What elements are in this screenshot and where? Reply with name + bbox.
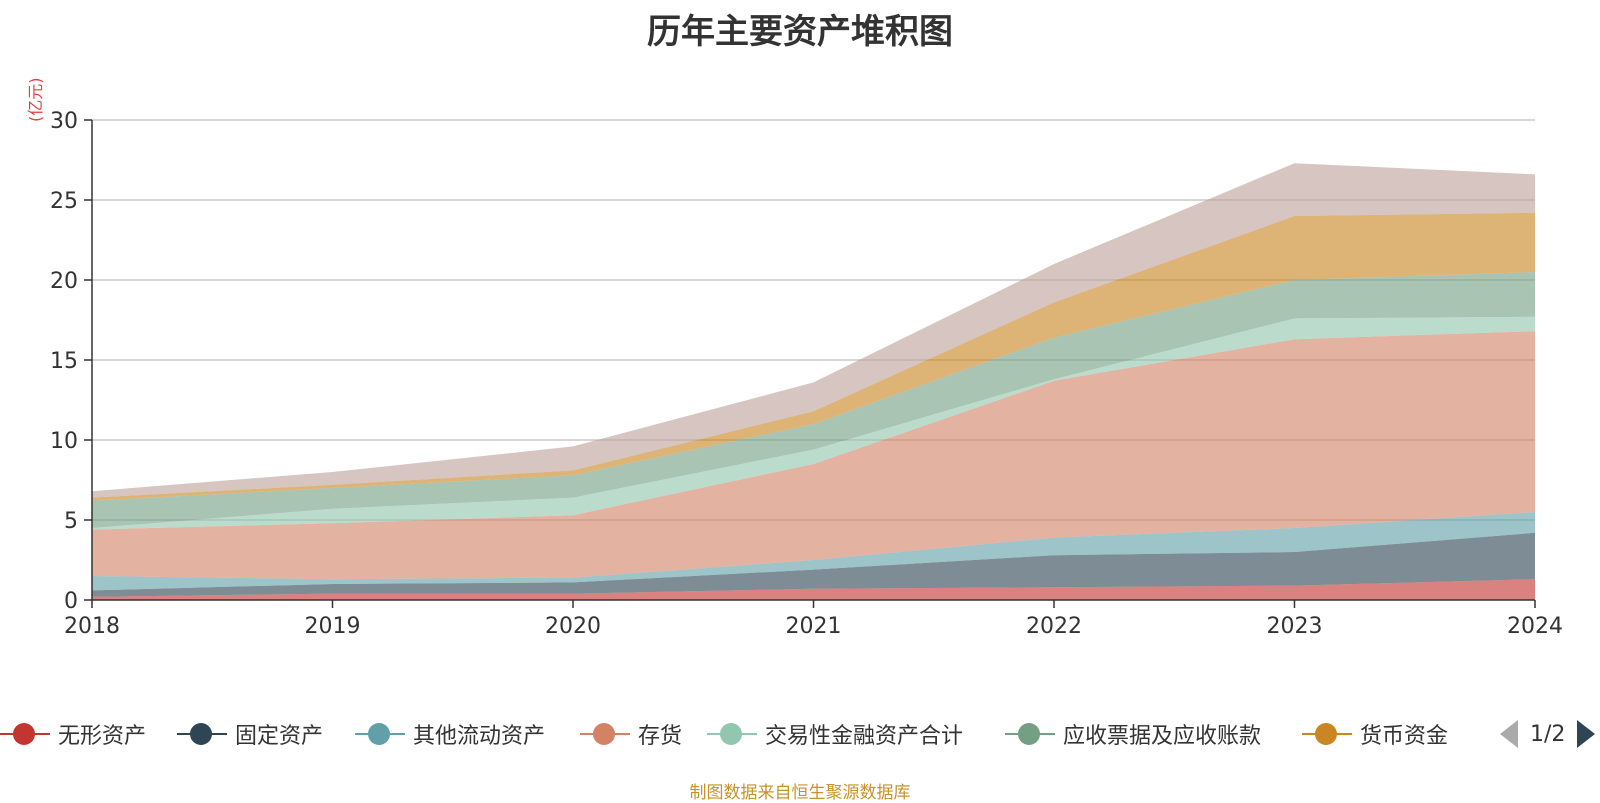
- area-series-7[interactable]: [92, 212, 1535, 501]
- area-series-8[interactable]: [92, 163, 1535, 498]
- area-series: [92, 163, 1535, 600]
- area-series-2[interactable]: [92, 532, 1535, 597]
- legend: 无形资产 固定资产 其他流动资产 存货 交易性金融资产合计 应收票据及应收账款 货币资金: [0, 714, 1600, 754]
- legend-item[interactable]: 其他流动资产: [355, 714, 545, 754]
- legend-label: 固定资产: [235, 724, 324, 749]
- legend-item[interactable]: 货币资金: [1302, 714, 1448, 754]
- x-tick-label: 2022: [1026, 614, 1082, 639]
- area-series-4[interactable]: [92, 331, 1535, 580]
- area-series-6[interactable]: [92, 272, 1535, 528]
- legend-item[interactable]: 应收票据及应收账款: [1005, 714, 1261, 754]
- stacked-area-chart: 0 5 10 15 20 25 30 2018 2019 2020 2021 2022 2023 2024: [50, 109, 1563, 639]
- y-tick-label: 20: [50, 269, 78, 294]
- y-tick-label: 10: [50, 429, 78, 454]
- x-tick-label: 2018: [64, 614, 120, 639]
- legend-marker-icon: [1302, 722, 1352, 746]
- legend-item[interactable]: 固定资产: [177, 714, 323, 754]
- legend-marker-icon: [355, 722, 405, 746]
- legend-label: 货币资金: [1360, 724, 1449, 749]
- legend-item[interactable]: 无形资产: [0, 714, 146, 754]
- x-tick-label: 2020: [545, 614, 601, 639]
- legend-item[interactable]: 交易性金融资产合计: [707, 714, 963, 754]
- y-tick-label: 30: [50, 109, 78, 134]
- legend-prev-page-icon[interactable]: [1500, 720, 1518, 748]
- area-series-1[interactable]: [92, 579, 1535, 600]
- x-tick-label: 2024: [1507, 614, 1563, 639]
- legend-pager: 1/2: [1500, 714, 1596, 754]
- axes: 0 5 10 15 20 25 30 2018 2019 2020 2021 2022 2023 2024: [50, 109, 1563, 639]
- y-tick-label: 25: [50, 189, 78, 214]
- legend-marker-icon: [580, 722, 630, 746]
- chart-title: 历年主要资产堆积图: [647, 12, 953, 52]
- legend-label: 无形资产: [58, 724, 147, 749]
- legend-label: 交易性金融资产合计: [765, 724, 964, 749]
- legend-page-indicator: 1/2: [1530, 721, 1566, 747]
- x-tick-label: 2019: [305, 614, 361, 639]
- y-tick-label: 15: [50, 349, 78, 374]
- x-tick-label: 2023: [1267, 614, 1323, 639]
- legend-next-page-icon[interactable]: [1577, 720, 1596, 748]
- legend-marker-icon: [707, 722, 757, 746]
- legend-marker-icon: [1005, 722, 1055, 746]
- data-source-note: 制图数据来自恒生聚源数据库: [689, 783, 911, 803]
- legend-marker-icon: [177, 722, 227, 746]
- legend-label: 存货: [638, 724, 683, 749]
- y-tick-label: 5: [64, 509, 78, 534]
- legend-marker-icon: [0, 722, 50, 746]
- legend-label: 其他流动资产: [413, 724, 546, 749]
- area-series-3[interactable]: [92, 512, 1535, 591]
- legend-label: 应收票据及应收账款: [1063, 724, 1262, 749]
- x-tick-label: 2021: [786, 614, 842, 639]
- legend-item[interactable]: 存货: [580, 714, 682, 754]
- y-tick-label: 0: [64, 589, 78, 614]
